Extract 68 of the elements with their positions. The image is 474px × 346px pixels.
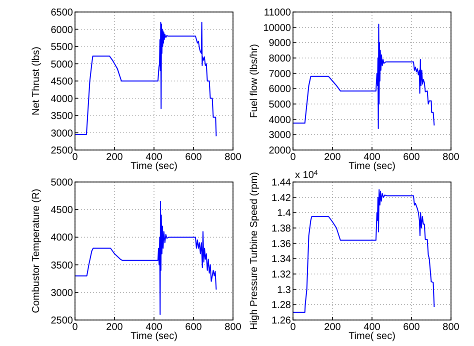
y-tick-label: 1.38 [272, 224, 292, 234]
x-tick-label: 400 [146, 322, 163, 333]
y-tick-label: 3000 [50, 128, 74, 140]
x-tick-label: 800 [442, 152, 460, 163]
y-tick-label: 1.4 [277, 208, 292, 220]
x-tick-label: 0 [290, 322, 296, 333]
x-tick-label: 800 [442, 322, 460, 333]
y-tick-label: 1.34 [272, 254, 292, 266]
line-series [292, 24, 435, 130]
text: x 10$^{4}$ [295, 170, 318, 181]
y-tick-label: 11000 [264, 8, 292, 18]
y-axis-title: Combustor Temperature (R) [31, 188, 42, 314]
x-tick-label: 0 [72, 322, 78, 333]
x-tick-label: 400 [364, 152, 381, 163]
x-tick-label: 600 [185, 152, 202, 163]
line-series [74, 200, 217, 315]
x-axis-title: Time( sec) [348, 331, 396, 342]
y-tick-label: 3000 [268, 130, 292, 142]
y-tick-label: 1.28 [272, 300, 292, 312]
x-axis-title: Time (sec) [348, 161, 396, 172]
x-tick-label: 400 [146, 152, 163, 163]
y-tick-label: 6000 [50, 24, 74, 36]
x-tick-label: 600 [403, 322, 420, 333]
y-tick-label: 2000 [268, 146, 292, 156]
y-tick-label: 10000 [263, 22, 292, 34]
y-tick-label: 4000 [268, 114, 292, 126]
y-tick-label: 5500 [50, 42, 74, 53]
y-tick-label: 4000 [50, 94, 74, 105]
x-tick-label: 800 [224, 152, 242, 163]
y-tick-label: 1.3 [277, 284, 292, 296]
y-axis-title: High Pressure Turbine Speed (rpm) [249, 172, 260, 330]
y-tick-label: 7000 [268, 68, 292, 80]
y-tick-label: 4500 [50, 76, 74, 88]
y-tick-label: 1.26 [272, 316, 292, 326]
x-tick-label: 200 [324, 322, 342, 333]
y-tick-label: 3500 [50, 260, 74, 272]
x-axis-title: Time (sec) [130, 161, 178, 172]
x-tick-label: 200 [324, 152, 342, 163]
y-tick-label: 1.36 [272, 238, 292, 250]
x-tick-label: 200 [106, 152, 124, 163]
y-tick-label: 3000 [50, 288, 74, 299]
y-tick-label: 4000 [50, 232, 74, 244]
line-series [292, 189, 435, 313]
y-tick-label: 6000 [268, 84, 292, 96]
x-tick-label: 200 [106, 322, 124, 333]
y-tick-label: 4500 [50, 205, 74, 216]
x-tick-label: 0 [290, 152, 296, 163]
y-tick-label: 5000 [50, 178, 74, 188]
y-tick-label: 5000 [268, 100, 292, 110]
y-axis-title: Net Thrust (lbs) [31, 46, 42, 116]
y-tick-label: 1.32 [272, 270, 292, 280]
x-tick-label: 800 [224, 322, 242, 333]
x-axis-title: Time (sec) [130, 331, 178, 342]
line-series [74, 22, 217, 137]
y-tick-label: 8000 [268, 54, 292, 64]
x-tick-label: 400 [364, 322, 381, 333]
y-tick-label: 1.44 [272, 178, 292, 188]
y-tick-label: 5000 [50, 59, 74, 70]
y-tick-label: 2500 [50, 146, 74, 156]
x-tick-label: 0 [72, 152, 78, 163]
x-tick-label: 600 [185, 322, 202, 333]
y-tick-label: 6500 [50, 8, 74, 18]
y-tick-label: 2500 [50, 316, 74, 326]
x-tick-label: 600 [403, 152, 420, 163]
y-tick-label: 1.42 [272, 192, 292, 204]
y-tick-label: 3500 [50, 111, 74, 122]
y-tick-label: 9000 [268, 38, 292, 50]
y-axis-title: Fuel flow (lbs/hr) [249, 44, 260, 118]
